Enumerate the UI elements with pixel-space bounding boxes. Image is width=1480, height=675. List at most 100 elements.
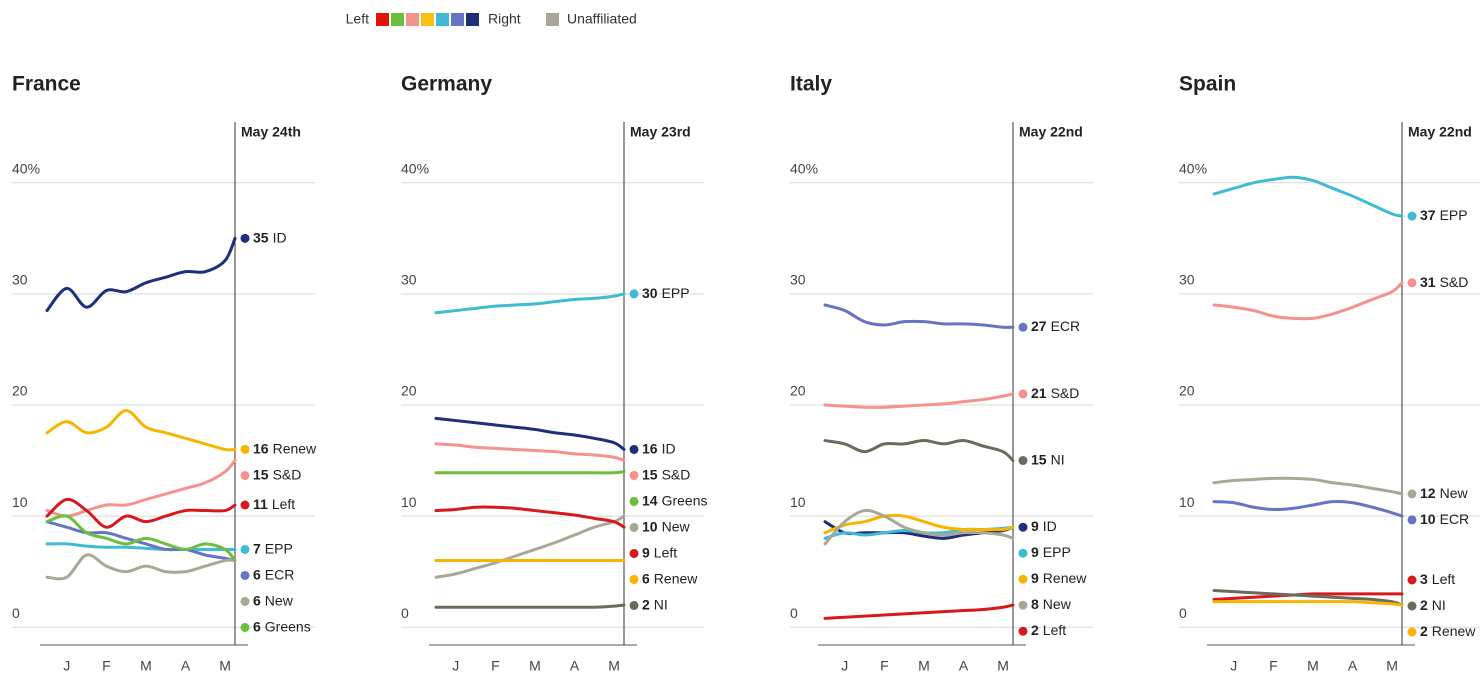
panel: Italy 0 10 20 30 40% J F M A M May 22nd 27 ECR 21 S&D 15… bbox=[790, 73, 1093, 674]
trend-line bbox=[45, 497, 237, 529]
end-dot bbox=[240, 444, 250, 454]
trend-line bbox=[434, 514, 626, 579]
end-value: 30 bbox=[642, 285, 658, 301]
end-dot bbox=[629, 289, 639, 299]
end-label: 11 Left bbox=[253, 496, 295, 512]
legend-swatch bbox=[391, 13, 404, 26]
end-dot bbox=[629, 600, 639, 610]
end-value: 9 bbox=[642, 544, 650, 560]
legend-swatch bbox=[466, 13, 479, 26]
chart-title: Italy bbox=[790, 73, 832, 96]
end-name: Renew bbox=[1043, 570, 1087, 586]
end-dot bbox=[240, 470, 250, 480]
end-value: 2 bbox=[1420, 597, 1428, 613]
trend-line bbox=[823, 303, 1015, 329]
end-value: 27 bbox=[1031, 318, 1047, 334]
x-tick-label: F bbox=[1269, 658, 1278, 674]
end-name: Greens bbox=[265, 618, 311, 634]
end-dot bbox=[1018, 626, 1028, 636]
end-name: Left bbox=[1432, 571, 1455, 587]
end-dot bbox=[1407, 278, 1417, 288]
end-label: 9 EPP bbox=[1031, 544, 1071, 560]
end-label: 15 S&D bbox=[253, 466, 301, 482]
y-tick-label: 30 bbox=[1179, 272, 1195, 288]
end-value: 8 bbox=[1031, 596, 1039, 612]
x-tick-label: A bbox=[181, 658, 191, 674]
end-label: 2 NI bbox=[1420, 597, 1446, 613]
end-value: 10 bbox=[1420, 511, 1436, 527]
y-tick-label: 0 bbox=[401, 605, 409, 621]
end-name: Greens bbox=[662, 492, 708, 508]
trend-line bbox=[45, 520, 237, 563]
date-label: May 22nd bbox=[1408, 124, 1472, 140]
end-value: 15 bbox=[1031, 451, 1047, 467]
y-tick-label: 0 bbox=[12, 605, 20, 621]
end-name: EPP bbox=[1043, 544, 1071, 560]
end-name: Renew bbox=[654, 570, 698, 586]
end-value: 6 bbox=[253, 592, 261, 608]
y-tick-label: 20 bbox=[401, 383, 417, 399]
end-label: 2 NI bbox=[642, 596, 668, 612]
end-value: 3 bbox=[1420, 571, 1428, 587]
end-label: 35 ID bbox=[253, 229, 287, 245]
y-tick-label: 30 bbox=[12, 272, 28, 288]
legend-left: Left bbox=[346, 11, 369, 27]
end-dot bbox=[1018, 522, 1028, 532]
x-tick-label: J bbox=[63, 658, 70, 674]
trend-line bbox=[1212, 592, 1404, 601]
end-name: ECR bbox=[1051, 318, 1081, 334]
y-tick-label: 30 bbox=[401, 272, 417, 288]
end-value: 12 bbox=[1420, 485, 1436, 501]
end-dot bbox=[629, 548, 639, 558]
end-value: 21 bbox=[1031, 385, 1047, 401]
end-name: S&D bbox=[273, 466, 302, 482]
x-tick-label: F bbox=[491, 658, 500, 674]
end-name: S&D bbox=[662, 466, 691, 482]
end-name: S&D bbox=[1440, 273, 1469, 289]
end-name: ECR bbox=[265, 566, 295, 582]
trend-line bbox=[45, 553, 237, 581]
chart-title: France bbox=[12, 73, 81, 96]
end-label: 30 EPP bbox=[642, 285, 690, 301]
panel: France 0 10 20 30 40% J F M A M May 24th 35 ID 16 Renew… bbox=[12, 73, 317, 674]
end-value: 16 bbox=[642, 440, 658, 456]
x-tick-label: A bbox=[570, 658, 580, 674]
date-label: May 22nd bbox=[1019, 124, 1083, 140]
end-label: 31 S&D bbox=[1420, 273, 1468, 289]
trend-line bbox=[1212, 476, 1404, 496]
trend-line bbox=[45, 236, 237, 313]
legend-swatch bbox=[421, 13, 434, 26]
end-label: 9 Left bbox=[642, 544, 677, 560]
trend-line bbox=[45, 409, 237, 452]
end-name: Renew bbox=[1432, 623, 1476, 639]
end-label: 3 Left bbox=[1420, 571, 1455, 587]
trend-line bbox=[1212, 281, 1404, 321]
end-dot bbox=[629, 470, 639, 480]
end-name: ID bbox=[1043, 518, 1057, 534]
end-dot bbox=[1018, 574, 1028, 584]
trend-line bbox=[1212, 589, 1404, 607]
y-tick-label: 10 bbox=[1179, 494, 1195, 510]
end-name: NI bbox=[1051, 451, 1065, 467]
end-label: 14 Greens bbox=[642, 492, 708, 508]
end-value: 9 bbox=[1031, 518, 1039, 534]
end-dot bbox=[240, 570, 250, 580]
date-label: May 24th bbox=[241, 124, 301, 140]
end-label: 6 ECR bbox=[253, 566, 294, 582]
y-tick-label: 40% bbox=[790, 160, 818, 176]
end-dot bbox=[629, 574, 639, 584]
end-value: 9 bbox=[1031, 570, 1039, 586]
end-dot bbox=[1018, 322, 1028, 332]
end-value: 9 bbox=[1031, 544, 1039, 560]
legend-right: Right bbox=[488, 11, 521, 27]
date-label: May 23rd bbox=[630, 124, 691, 140]
y-tick-label: 40% bbox=[401, 160, 429, 176]
trend-line bbox=[45, 459, 237, 518]
end-value: 31 bbox=[1420, 273, 1436, 289]
end-label: 37 EPP bbox=[1420, 207, 1468, 223]
y-tick-label: 40% bbox=[1179, 160, 1207, 176]
x-tick-label: M bbox=[918, 658, 930, 674]
trend-line bbox=[823, 392, 1015, 409]
end-name: Left bbox=[654, 544, 677, 560]
